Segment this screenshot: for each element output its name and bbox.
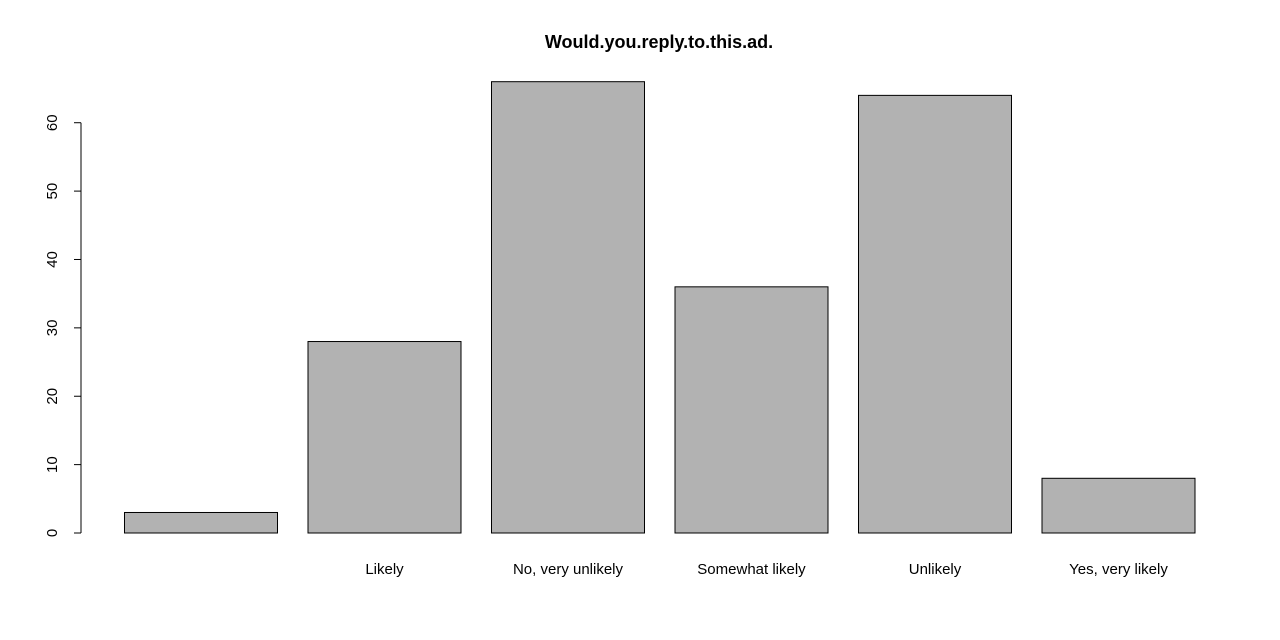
chart-title: Would.you.reply.to.this.ad. — [545, 32, 773, 52]
y-tick-label: 60 — [44, 114, 61, 131]
y-tick-label: 50 — [44, 183, 61, 200]
bar — [674, 286, 829, 534]
bar — [858, 94, 1012, 534]
x-category-label: No, very unlikely — [513, 561, 624, 578]
y-tick-label: 10 — [44, 456, 61, 473]
bar — [124, 511, 278, 534]
bars-group — [124, 81, 1196, 534]
x-category-label: Unlikely — [909, 561, 962, 578]
y-tick-label: 20 — [44, 388, 61, 405]
bar — [491, 81, 645, 534]
y-tick-label: 40 — [44, 251, 61, 268]
x-category-label: Yes, very likely — [1069, 561, 1168, 578]
x-category-label: Somewhat likely — [697, 561, 806, 578]
bar — [307, 341, 462, 534]
y-tick-label: 30 — [44, 320, 61, 337]
x-category-label: Likely — [365, 561, 404, 578]
y-tick-label: 0 — [44, 529, 61, 537]
y-axis: 0 10 20 30 40 50 60 — [44, 114, 82, 537]
bar — [1041, 477, 1196, 534]
x-axis-labels: Likely No, very unlikely Somewhat likely Un… — [365, 561, 1168, 578]
